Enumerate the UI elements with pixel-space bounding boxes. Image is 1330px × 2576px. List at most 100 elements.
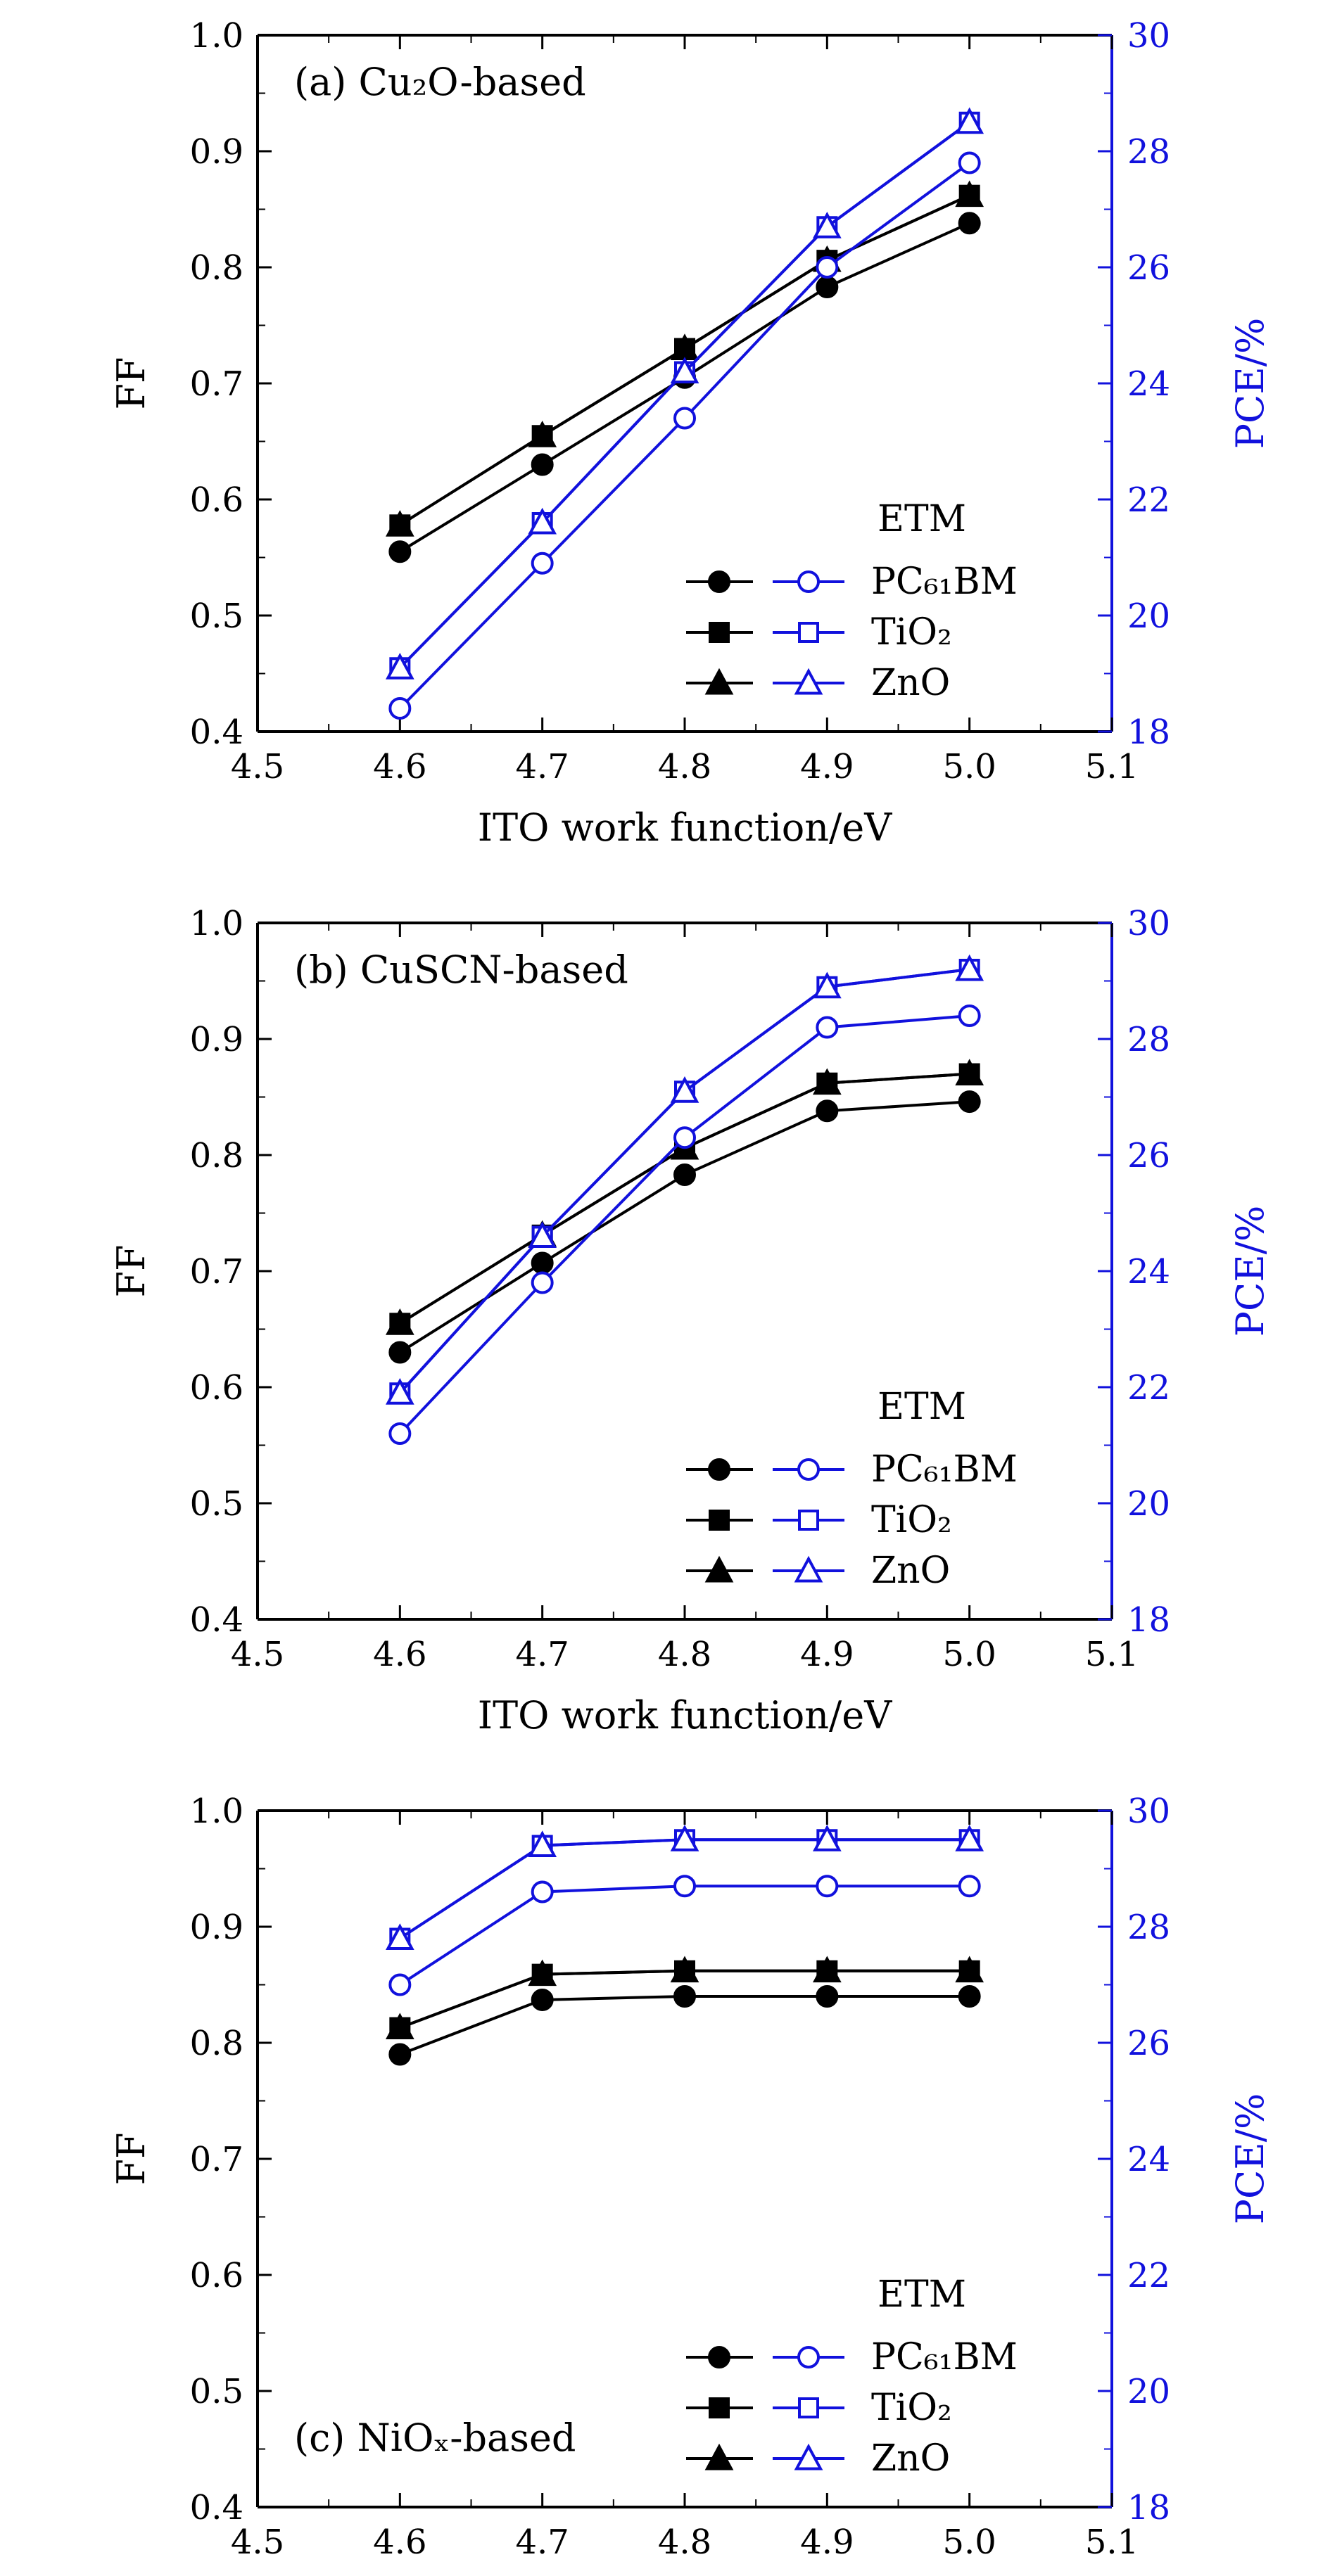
y-tick-label: 0.5: [190, 2372, 243, 2411]
y2-tick-label: 18: [1127, 713, 1170, 752]
y-tick-label: 0.4: [190, 2488, 243, 2527]
x-tick-label: 5.1: [1085, 1635, 1139, 1674]
legend-label: ZnO: [871, 1550, 950, 1592]
y2-tick-label: 26: [1127, 2024, 1170, 2063]
chart-panel-1: 4.5 4.6 4.7 4.8 4.9 5.0 5.1 0.4 0.5 0.6 0.7 0.8 0.9 1…: [109, 16, 1272, 850]
legend-marker-pce: [798, 622, 819, 643]
y2-tick-label: 22: [1127, 2256, 1170, 2295]
data-point: [388, 1341, 412, 1364]
y2-tick-label: 28: [1127, 1908, 1170, 1947]
data-point: [673, 1163, 696, 1187]
data-point: [955, 1956, 984, 1983]
y2-tick-label: 18: [1127, 1600, 1170, 1640]
y-axis-title: FF: [109, 1245, 153, 1298]
y-tick-label: 0.7: [190, 2140, 243, 2179]
legend-marker-pce: [798, 1510, 819, 1531]
x-tick-label: 4.5: [231, 2523, 284, 2562]
x-tick-label: 4.7: [515, 747, 569, 786]
legend-marker-pce: [797, 570, 820, 593]
y2-axis-title: PCE/%: [1228, 2093, 1272, 2225]
legend-title: ETM: [878, 2274, 966, 2316]
data-point: [385, 1308, 414, 1335]
data-point: [388, 2043, 412, 2066]
y-tick-label: 0.6: [190, 1368, 243, 1408]
legend-label: PC₆₁BM: [871, 561, 1018, 603]
x-tick-label: 4.7: [515, 1635, 569, 1674]
x-tick-label: 5.0: [942, 747, 996, 786]
legend-label: PC₆₁BM: [871, 2336, 1018, 2378]
data-point: [385, 1378, 414, 1405]
data-point: [812, 212, 842, 238]
y2-tick-label: 20: [1127, 597, 1170, 636]
series-ff-circle: [388, 1090, 981, 1364]
data-point: [958, 151, 981, 174]
data-point: [958, 1875, 981, 1898]
x-tick-label: 4.5: [231, 747, 284, 786]
x-tick-label: 4.6: [373, 1635, 426, 1674]
y-tick-label: 1.0: [190, 904, 243, 943]
data-point: [531, 551, 554, 575]
y-tick-label: 0.5: [190, 597, 243, 636]
y-tick-label: 1.0: [190, 1792, 243, 1831]
panel-label: (b) CuSCN-based: [294, 948, 628, 992]
series-pce-circle: [388, 151, 981, 720]
series-ff-square: [389, 1063, 980, 1334]
data-point: [528, 421, 557, 447]
data-point: [955, 1825, 984, 1851]
series-line: [399, 1072, 970, 1325]
legend-marker-ff: [704, 668, 734, 695]
y-tick-label: 0.9: [190, 1908, 243, 1947]
data-point: [958, 1985, 981, 2008]
legend-label: TiO₂: [871, 611, 952, 653]
x-tick-label: 4.8: [658, 2523, 711, 2562]
data-point: [816, 276, 839, 299]
legend-marker-ff: [708, 2346, 730, 2368]
x-tick-label: 5.1: [1085, 2523, 1139, 2562]
data-point: [528, 1959, 557, 1987]
data-point: [955, 1059, 984, 1085]
data-point: [531, 1251, 554, 1275]
legend-marker-ff: [709, 622, 730, 643]
y-tick-label: 0.8: [190, 2024, 243, 2063]
x-axis-title: ITO work function/eV: [478, 805, 892, 850]
x-tick-label: 4.5: [231, 1635, 284, 1674]
data-point: [670, 357, 699, 383]
data-point: [955, 107, 984, 134]
data-point: [812, 1956, 842, 1983]
y2-axis-title: PCE/%: [1228, 1206, 1272, 1337]
y-tick-label: 0.9: [190, 132, 243, 172]
legend-marker-pce: [794, 2443, 823, 2470]
data-point: [673, 1985, 696, 2008]
data-point: [812, 971, 842, 999]
y-tick-label: 0.4: [190, 1600, 243, 1640]
data-point: [958, 1005, 981, 1027]
data-point: [955, 180, 984, 208]
data-point: [816, 1985, 839, 2008]
data-point: [955, 954, 984, 981]
legend-marker-ff: [708, 570, 730, 593]
data-point: [385, 510, 414, 537]
series-ff-triangle: [385, 1956, 984, 2039]
series-pce-triangle: [385, 1825, 984, 1950]
x-axis-title: ITO work function/eV: [478, 1693, 892, 1737]
data-point: [531, 1271, 554, 1294]
legend-label: PC₆₁BM: [871, 1448, 1018, 1491]
y2-tick-label: 22: [1127, 1368, 1170, 1408]
data-point: [388, 1973, 412, 1996]
legend-marker-ff: [709, 2397, 730, 2418]
y-tick-label: 0.4: [190, 713, 243, 752]
legend-marker-pce: [794, 1555, 823, 1583]
data-point: [673, 1875, 696, 1898]
panel-label: (c) NiOₓ-based: [294, 2416, 576, 2460]
series-line: [399, 1072, 970, 1325]
legend-marker-ff: [708, 1458, 730, 1481]
y2-tick-label: 22: [1127, 480, 1170, 520]
y2-tick-label: 26: [1127, 248, 1170, 288]
y2-tick-label: 30: [1127, 904, 1170, 943]
data-point: [812, 1825, 842, 1851]
data-point: [385, 2013, 414, 2039]
x-tick-label: 4.8: [658, 1635, 711, 1674]
data-point: [816, 256, 839, 279]
series-ff-circle: [388, 1985, 981, 2066]
y-tick-label: 0.6: [190, 2256, 243, 2295]
